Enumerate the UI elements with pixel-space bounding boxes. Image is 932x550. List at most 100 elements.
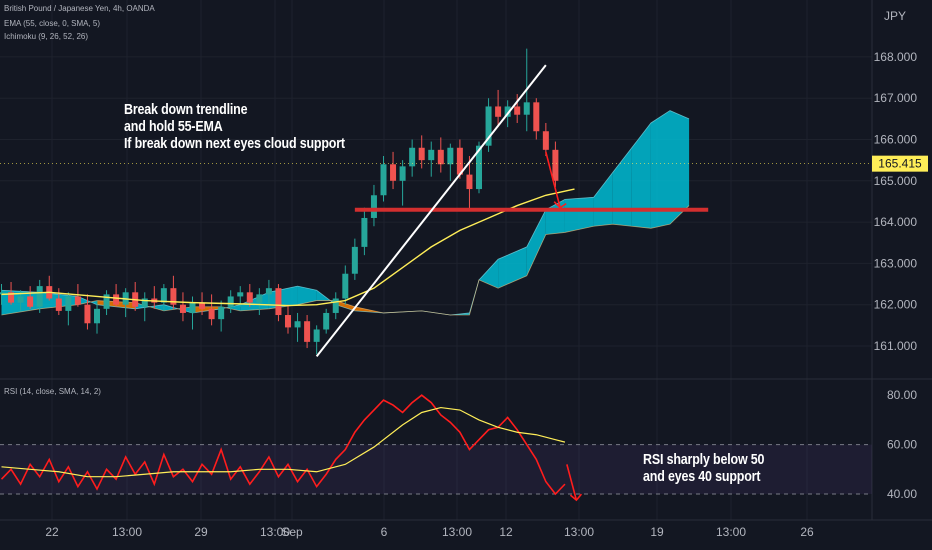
candle — [542, 122, 549, 157]
candle-body — [294, 321, 301, 328]
candle-body — [523, 102, 530, 115]
main-annotation-line-2: and hold 55-EMA — [124, 119, 223, 135]
candle-body — [495, 106, 502, 117]
candle-body — [485, 106, 492, 146]
candle — [514, 94, 521, 123]
rsi-band-fill — [0, 444, 872, 494]
candle — [246, 284, 253, 307]
cloud-segment — [670, 110, 690, 225]
time-tick-label: 29 — [194, 525, 208, 539]
candle — [103, 290, 110, 316]
cloud-segment — [335, 300, 355, 311]
rsi-tick-label: 40.00 — [887, 487, 917, 501]
candle-body — [256, 294, 263, 303]
price-tick-label: 168.000 — [874, 50, 918, 64]
price-tick-label: 164.000 — [874, 215, 918, 229]
candle-body — [275, 288, 282, 316]
candle — [409, 139, 416, 177]
rsi-annotation-line-1: RSI sharply below 50 — [643, 452, 765, 468]
ema-legend[interactable]: EMA (55, close, 0, SMA, 5) — [4, 19, 101, 28]
candle-body — [476, 145, 482, 190]
candle — [342, 265, 349, 305]
candle — [390, 151, 397, 190]
candle-body — [428, 149, 435, 161]
candle-body — [399, 166, 406, 181]
ichimoku-legend[interactable]: Ichimoku (9, 26, 52, 26) — [4, 32, 89, 41]
time-tick-label: Sep — [281, 525, 303, 539]
candle — [552, 141, 559, 187]
symbol-legend[interactable]: British Pound / Japanese Yen, 4h, OANDA — [4, 4, 155, 13]
candle — [485, 98, 492, 152]
time-tick-label: 19 — [650, 525, 664, 539]
candle-body — [208, 308, 215, 320]
candle — [160, 284, 167, 311]
candle-body — [504, 106, 511, 117]
candle — [265, 279, 272, 305]
candle-body — [55, 298, 62, 311]
rsi-band — [0, 444, 872, 495]
rsi-ma-line — [1, 406, 566, 478]
price-arrow-head — [553, 201, 567, 209]
time-tick-label: 13:00 — [442, 525, 472, 539]
candle-body — [36, 286, 43, 307]
candle — [208, 294, 215, 326]
currency-label: JPY — [884, 9, 906, 23]
candle — [495, 89, 502, 128]
candle-body — [74, 296, 81, 305]
candle-body — [227, 296, 234, 307]
candle-body — [313, 329, 320, 342]
cloud-segment — [631, 122, 651, 229]
candle-body — [141, 298, 148, 307]
main-annotation: Break down trendline and hold 55-EMA If … — [124, 102, 345, 153]
candle-body — [160, 288, 167, 303]
candle — [141, 292, 148, 322]
candle-body — [533, 102, 540, 132]
rsi-lines — [0, 394, 583, 502]
ema-line — [1, 188, 575, 307]
candle-body — [466, 174, 473, 190]
candle-body — [265, 288, 272, 295]
candle-body — [237, 292, 244, 297]
price-tick-label: 161.000 — [874, 339, 918, 353]
candle — [399, 160, 406, 206]
candle-body — [246, 292, 253, 303]
candle-body — [170, 288, 177, 305]
candle — [323, 308, 330, 334]
time-tick-label: 13:00 — [564, 525, 594, 539]
rsi-legend[interactable]: RSI (14, close, SMA, 14, 2) — [4, 387, 101, 396]
drawings[interactable]: 165.415 — [0, 64, 928, 357]
candle-body — [351, 246, 358, 274]
rsi-arrow-head — [569, 493, 583, 502]
candle — [27, 286, 34, 309]
cloud-segment — [498, 246, 527, 289]
price-arrow — [545, 151, 561, 208]
candle — [170, 275, 177, 309]
cloud-segment — [593, 172, 613, 227]
candle-body — [456, 147, 463, 175]
candle — [418, 135, 425, 169]
cloud-segment — [650, 110, 670, 229]
candle — [313, 325, 320, 355]
rsi-tick-label: 80.00 — [887, 388, 917, 402]
candle-body — [27, 296, 34, 307]
main-annotation-line-3: If break down next eyes cloud support — [124, 136, 345, 152]
rsi-arrow — [566, 464, 578, 501]
candle — [361, 207, 368, 256]
cloud-segment — [479, 259, 499, 289]
candle — [456, 139, 463, 179]
grid — [0, 0, 932, 521]
time-tick-label: 12 — [499, 525, 513, 539]
candle-body — [0, 292, 5, 295]
time-tick-label: 13:00 — [716, 525, 746, 539]
time-tick-label: 26 — [800, 525, 814, 539]
candle-body — [370, 195, 377, 218]
candle — [380, 156, 387, 202]
candle-body — [361, 217, 368, 247]
trendline — [315, 64, 547, 357]
candle — [275, 284, 282, 322]
candle-body — [409, 147, 416, 167]
candle — [428, 141, 435, 177]
rsi-annotation: RSI sharply below 50 and eyes 40 support — [643, 452, 764, 486]
